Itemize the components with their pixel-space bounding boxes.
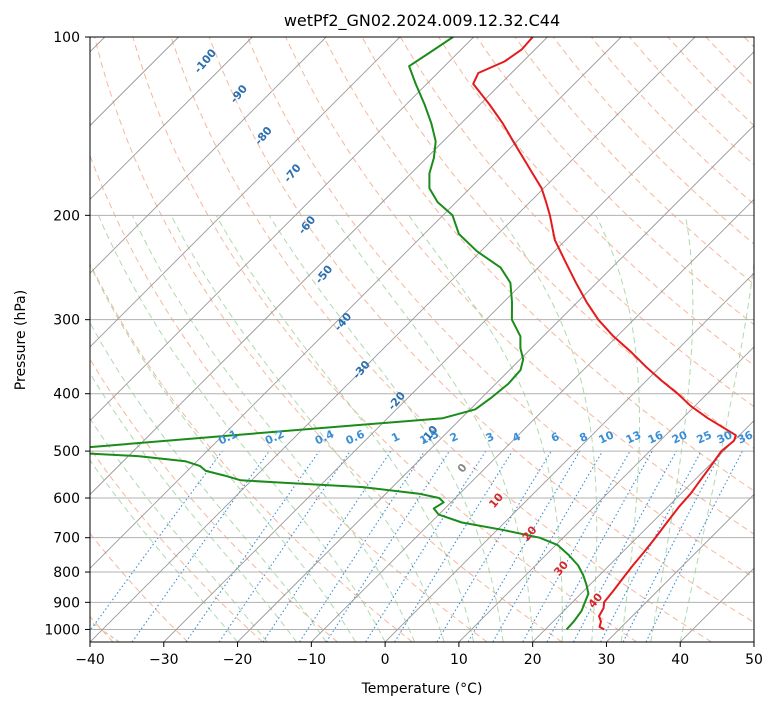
grid-lines xyxy=(90,37,754,642)
moist-adiabat xyxy=(90,459,238,642)
mixing-ratio-label: 30 xyxy=(715,428,735,446)
y-tick-label: 800 xyxy=(53,565,80,581)
x-tick-label: −30 xyxy=(149,652,179,668)
x-tick-label: −20 xyxy=(223,652,253,668)
mixing-ratio-label: 20 xyxy=(670,428,690,446)
mixing-ratio-label: 25 xyxy=(695,428,714,446)
plot-frame xyxy=(89,36,755,643)
moist-adiabat xyxy=(90,321,327,642)
x-axis-label: Temperature (°C) xyxy=(361,681,483,697)
isotherm-line xyxy=(90,37,327,274)
isotherm-line xyxy=(90,37,622,569)
moist-adiabat xyxy=(97,215,386,642)
y-tick-label: 600 xyxy=(53,491,80,507)
y-tick-label: 1000 xyxy=(44,622,80,638)
mixing-ratio-line xyxy=(218,450,351,642)
dry-adiabat xyxy=(285,37,754,535)
dry-adiabat xyxy=(246,37,754,579)
isotherm-line xyxy=(90,37,253,200)
moist-adiabat xyxy=(90,417,268,642)
isotherm-line xyxy=(237,124,754,642)
dry-adiabat xyxy=(514,37,754,285)
x-tick-label: 0 xyxy=(381,652,390,668)
y-tick-label: 400 xyxy=(53,387,80,403)
mixing-ratio-line xyxy=(546,450,653,642)
y-axis-label: Pressure (hPa) xyxy=(13,290,29,390)
moist-adiabat xyxy=(131,215,416,642)
dry-adiabat xyxy=(170,37,712,642)
moist-adiabat xyxy=(595,215,640,642)
moist-adiabat xyxy=(90,263,357,642)
dry-adiabat xyxy=(208,37,754,624)
x-tick-label: 40 xyxy=(671,652,689,668)
moist-adiabat xyxy=(332,215,534,642)
dry-adiabat xyxy=(132,37,637,642)
isotherm-line xyxy=(163,51,754,642)
dry-adiabat xyxy=(323,37,754,492)
mixing-ratio-line xyxy=(522,450,631,642)
isotherm-line xyxy=(90,37,401,348)
mixing-ratio-line xyxy=(573,450,677,642)
x-tick-label: 20 xyxy=(524,652,542,668)
moist-adiabat xyxy=(215,215,475,642)
y-tick-label: 100 xyxy=(53,30,80,46)
chart-title: wetPf2_GN02.2024.009.12.32.C44 xyxy=(284,11,560,31)
x-tick-label: 10 xyxy=(450,652,468,668)
dry-adiabat xyxy=(476,37,754,326)
dry-adiabat xyxy=(90,358,338,642)
mixing-ratio-label: 10 xyxy=(597,428,617,446)
mixing-ratio-line xyxy=(131,450,270,642)
mixing-ratio-line xyxy=(185,450,320,642)
y-tick-label: 300 xyxy=(53,313,80,329)
isotherm-line xyxy=(753,641,754,642)
dewpoint-line xyxy=(90,37,590,631)
x-tick-label: 30 xyxy=(598,652,616,668)
isotherm-line xyxy=(311,198,754,642)
sounding-series xyxy=(90,37,737,631)
moist-adiabat xyxy=(90,372,297,642)
isotherm-line xyxy=(458,346,754,642)
x-tick-label: −40 xyxy=(75,652,105,668)
moist-adiabat xyxy=(650,215,694,642)
mixing-ratio-line xyxy=(90,450,223,632)
dry-adiabat xyxy=(90,447,263,642)
mixing-ratio-line xyxy=(299,450,426,642)
moist-adiabat xyxy=(679,258,754,642)
y-tick-label: 500 xyxy=(53,444,80,460)
isotherm-line xyxy=(90,37,548,496)
y-tick-label: 200 xyxy=(53,208,80,224)
isotherm-line xyxy=(532,420,754,642)
mixing-ratio-line xyxy=(262,450,392,642)
temperature-line xyxy=(472,37,737,631)
moist-adiabat xyxy=(268,215,504,642)
mixing-ratio-label: 16 xyxy=(646,428,666,446)
y-axis: 100 200 300 400 500 600 700 800 900 1000 xyxy=(44,30,90,638)
mixing-ratio-line xyxy=(394,450,513,642)
dry-adiabat xyxy=(94,37,563,642)
y-tick-label: 900 xyxy=(53,595,80,611)
moist-adiabat xyxy=(408,215,563,642)
mixing-ratio-label: 13 xyxy=(624,428,643,446)
mixing-ratio-line xyxy=(325,450,450,642)
isotherm-line xyxy=(384,272,754,642)
isotherm-line xyxy=(90,37,474,422)
plot-background xyxy=(90,37,754,642)
isotherm-line xyxy=(606,493,754,642)
moist-adiabat xyxy=(170,215,445,642)
y-tick-label: 700 xyxy=(53,531,80,547)
x-tick-label: 50 xyxy=(745,652,763,668)
isotherm-line xyxy=(90,37,696,642)
x-tick-label: −10 xyxy=(297,652,327,668)
mixing-ratio-label: 36 xyxy=(736,428,756,446)
dry-adiabat xyxy=(90,262,413,642)
mixing-ratio-lines xyxy=(90,450,743,642)
mixing-ratio-line xyxy=(645,450,743,642)
x-axis: −40 −30 −20 −10 0 10 20 30 40 50 xyxy=(75,642,763,668)
